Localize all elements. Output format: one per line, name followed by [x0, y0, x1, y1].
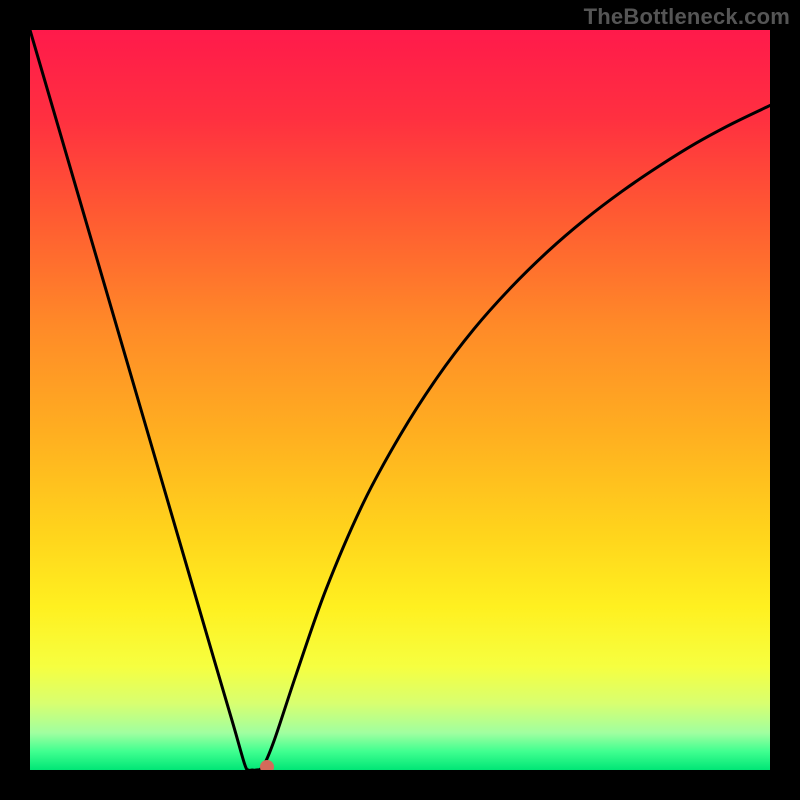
plot-area — [30, 30, 770, 770]
watermark-text: TheBottleneck.com — [584, 4, 790, 30]
bottleneck-curve — [30, 30, 770, 770]
curve-path — [30, 30, 770, 770]
optimal-point-marker — [260, 760, 274, 770]
